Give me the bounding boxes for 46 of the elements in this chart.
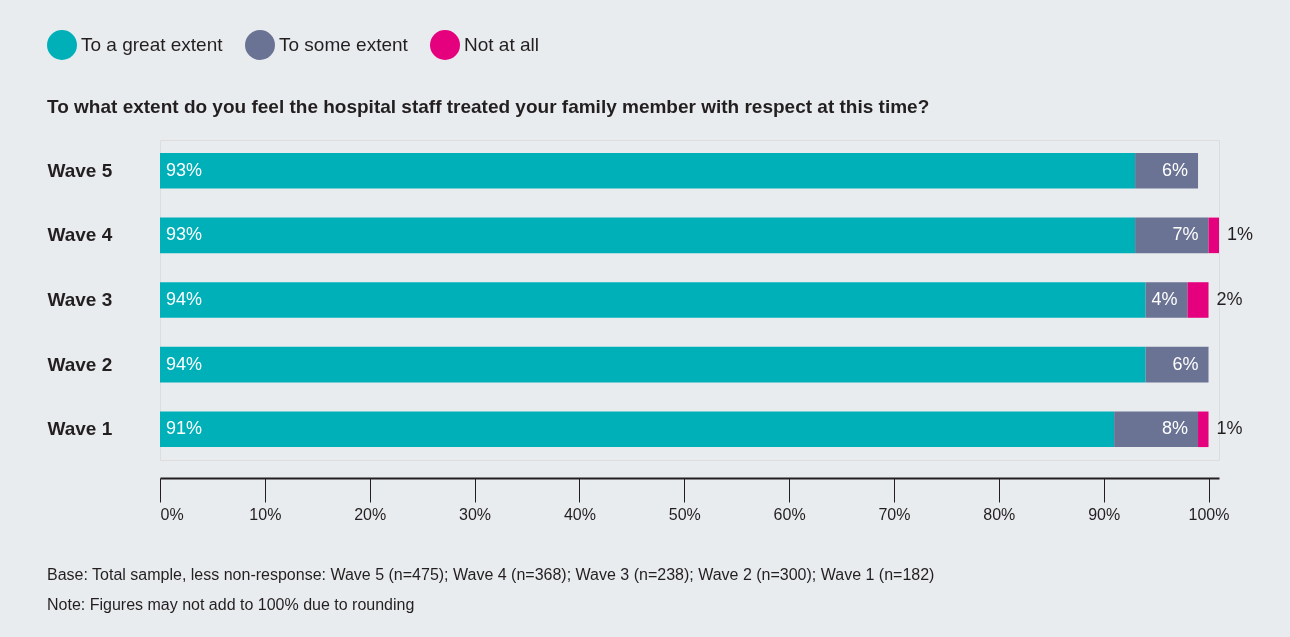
bar	[1198, 411, 1209, 448]
x-tick-label: 80%	[983, 505, 1016, 523]
data-label: 94%	[166, 353, 203, 374]
bar	[1145, 346, 1209, 383]
data-label: 1%	[1216, 418, 1243, 439]
x-tick-label: 60%	[773, 505, 806, 523]
text: Base: Total sample, less non-response: Wave 5 (n=475); Wave 4 (n=368); Wave 3 (n=238); Wave 2 (n=300); Wave 1 (n=182)	[47, 566, 935, 583]
data-label: 7%	[1172, 224, 1199, 245]
bar	[1208, 217, 1219, 254]
x-tick-label: 100%	[1188, 505, 1230, 523]
x-tick-label: 30%	[459, 505, 492, 523]
data-label: 6%	[1162, 159, 1189, 180]
x-tick-label: 20%	[354, 505, 387, 523]
data-label: 93%	[166, 159, 203, 180]
y-tick-label: Wave 2	[47, 353, 113, 375]
bar	[160, 282, 1146, 318]
legend-label: Not at all	[464, 34, 539, 55]
bar	[160, 152, 1136, 189]
data-label: 91%	[166, 418, 203, 439]
legend-label: To some extent	[279, 34, 409, 55]
text: Note: Figures may not add to 100% due to rounding	[47, 596, 415, 613]
legend-label: To a great extent	[81, 34, 224, 55]
data-label: 4%	[1151, 289, 1178, 309]
y-tick-label: Wave 1	[47, 418, 113, 440]
bar	[1114, 411, 1199, 448]
data-label: 6%	[1172, 353, 1199, 374]
chart-title: To what extent do you feel the hospital staff treated your family member with respect at this time?	[47, 96, 930, 117]
data-label: 94%	[166, 289, 203, 309]
y-tick-label: Wave 3	[47, 289, 113, 310]
data-label: 1%	[1227, 224, 1254, 245]
x-tick-label: 40%	[563, 505, 596, 523]
x-tick-label: 50%	[668, 505, 701, 523]
y-tick-label: Wave 4	[47, 224, 113, 246]
x-tick-label: 10%	[249, 505, 282, 523]
y-tick-label: Wave 5	[47, 159, 113, 181]
bar	[160, 346, 1146, 383]
x-tick-label: 90%	[1088, 505, 1121, 523]
bar	[1187, 282, 1209, 318]
data-label: 8%	[1162, 418, 1189, 439]
x-tick-label: 70%	[878, 505, 911, 523]
data-label: 93%	[166, 224, 203, 245]
x-tick-label: 0%	[160, 505, 184, 523]
data-label: 2%	[1216, 289, 1243, 309]
bar	[160, 411, 1115, 448]
bar	[1135, 217, 1209, 254]
bar	[160, 217, 1136, 254]
